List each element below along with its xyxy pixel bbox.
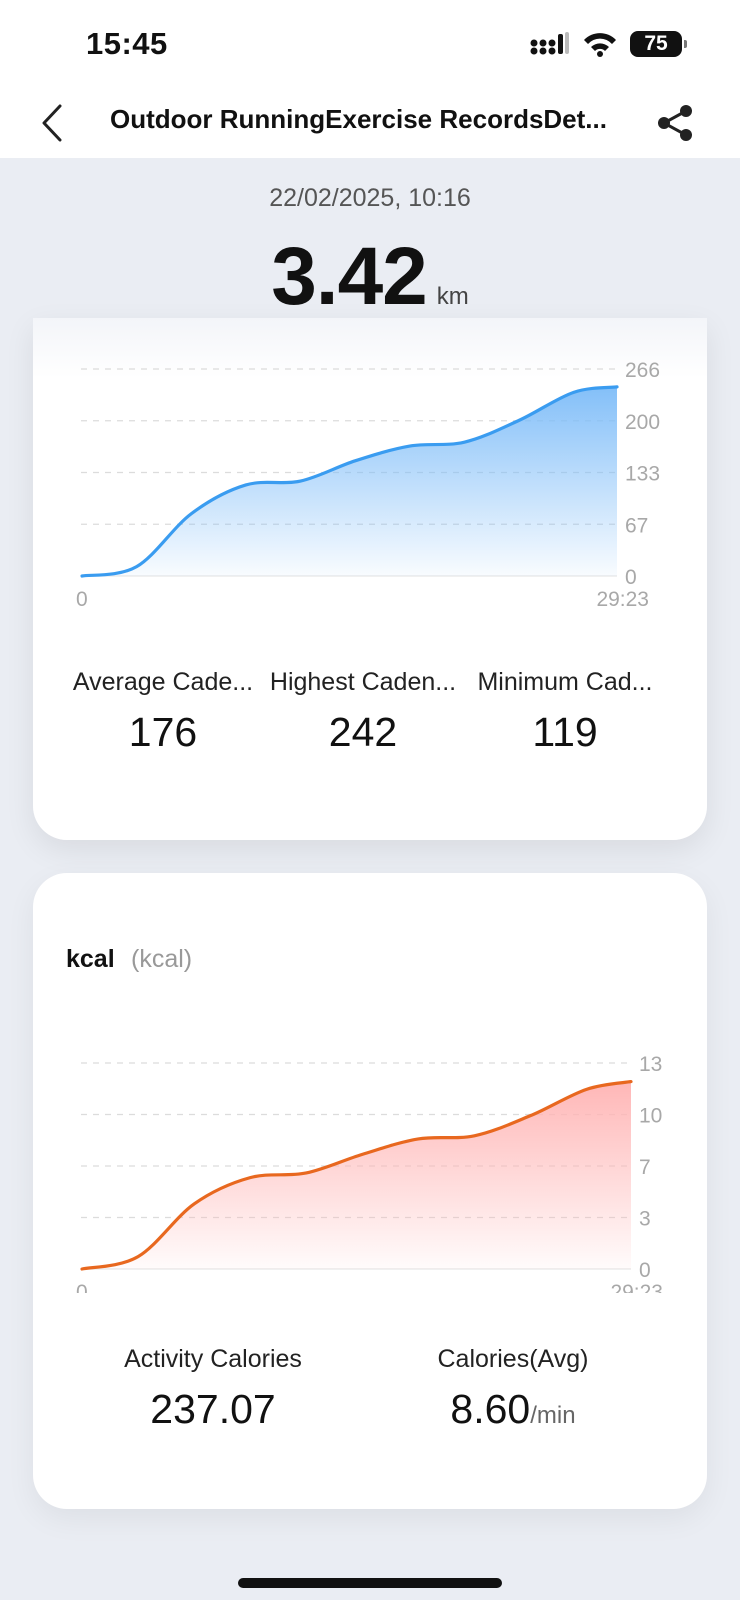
stat-value: 119 [532,709,598,755]
nav-bar: Outdoor RunningExercise RecordsDet... [0,88,740,158]
stat-label: Calories(Avg) [437,1345,589,1373]
card-title: kcal [66,945,115,973]
stat-value: 242 [328,709,398,755]
stat-label: Highest Caden... [269,668,457,696]
share-button[interactable] [652,98,698,148]
cadence-y-tick-label: 133 [625,463,660,486]
stat-number: 237.07 [150,1386,276,1432]
calories-card: kcal (kcal) 0 3 7 10 13 0 29:23 Activity Calor… [33,873,707,1509]
cadence-y-tick-label: 266 [625,359,660,382]
page-title: Outdoor RunningExercise RecordsDet... [110,104,607,134]
calories-y-tick-label: 13 [639,1053,662,1076]
stat-value: 237.07 [93,1386,333,1433]
average-calories-stat: Calories(Avg) 8.60/min [393,1345,633,1433]
cadence-series-line [80,385,619,578]
calories-y-tick-label: 7 [639,1156,651,1179]
status-bar: 15:45 75 [0,0,740,88]
stat-value: 8.60/min [393,1386,633,1433]
distance-unit: km [436,283,469,310]
cadence-y-tick-label: 67 [625,514,648,537]
card-subtitle: (kcal) [131,945,193,973]
cadence-x-tick-label: 29:23 [596,588,649,611]
stat-label: Activity Calories [124,1345,302,1373]
calories-x-tick-label: 29:23 [610,1281,663,1293]
calories-y-tick-label: 10 [639,1105,662,1128]
stat-value: 176 [128,709,198,755]
back-chevron-icon [42,104,62,142]
cadence-card: 0 67 133 200 266 0 29:23 Average Cade... 176 H… [33,318,707,840]
cadence-x-tick-label: 0 [76,588,88,611]
highest-cadence-stat: Highest Caden... 242 [263,668,463,756]
share-icon [658,105,692,141]
stat-label: Average Cade... [72,668,254,696]
calories-area [82,1081,631,1269]
workout-summary: 22/02/2025, 10:16 3.42 km [0,158,740,322]
cadence-y-tick-label: 200 [625,411,660,434]
battery-icon: 75 [630,31,687,57]
calories-y-tick-label: 0 [639,1259,651,1282]
calories-series-line [80,1079,633,1271]
signal-icon [530,32,569,55]
status-time: 15:45 [86,26,168,61]
cadence-area [82,386,617,576]
distance-value: 3.42 [271,231,428,322]
workout-date: 22/02/2025, 10:16 [269,184,471,212]
stat-unit: /min [530,1402,576,1429]
calories-x-tick-label: 0 [76,1281,88,1293]
back-button[interactable] [32,98,72,148]
distance-display: 3.42 km [0,230,740,324]
stat-label: Minimum Cad... [477,668,653,696]
calories-y-tick-label: 3 [639,1208,651,1231]
status-icons: 75 [530,28,687,60]
average-cadence-stat: Average Cade... 176 [63,668,263,756]
wifi-icon [584,33,616,57]
stat-number: 8.60 [450,1386,531,1432]
cadence-y-tick-label: 0 [625,566,637,589]
minimum-cadence-stat: Minimum Cad... 119 [465,668,665,756]
home-indicator [238,1578,502,1588]
activity-calories-stat: Activity Calories 237.07 [93,1345,333,1433]
